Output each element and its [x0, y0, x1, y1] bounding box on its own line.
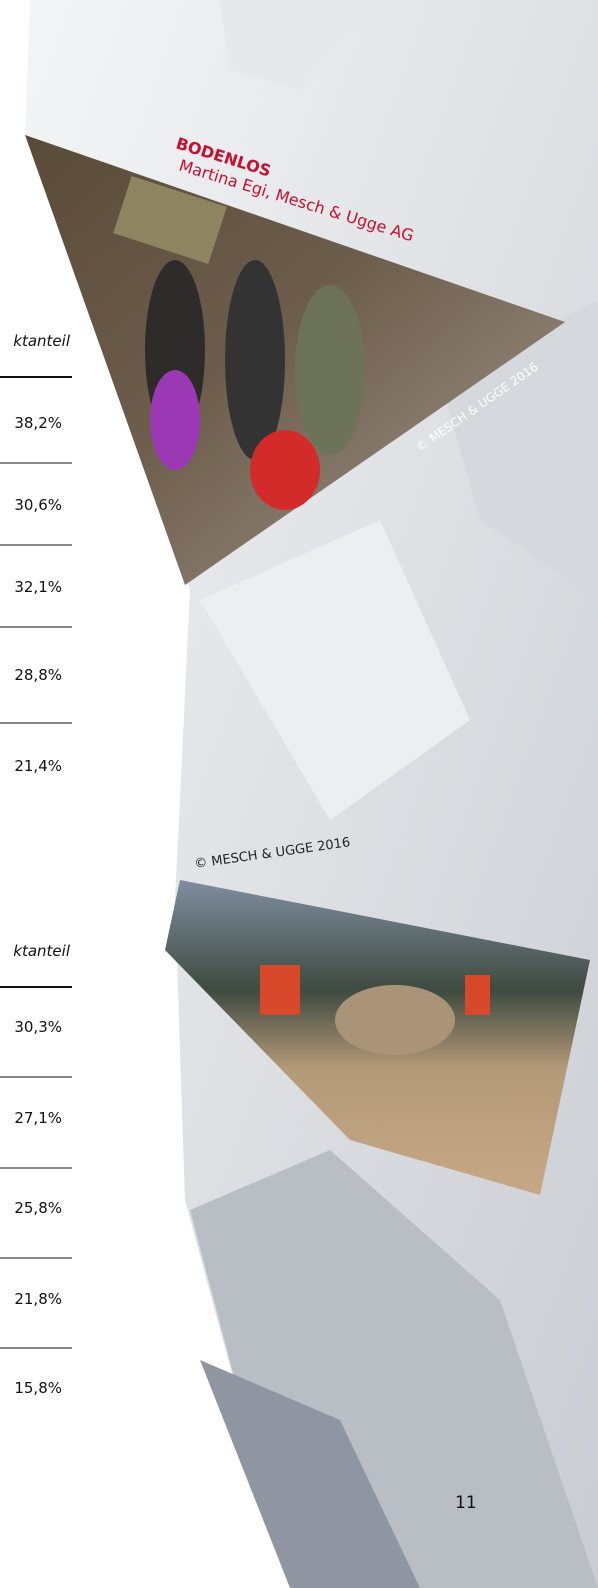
table-cell: 27,1%	[14, 1109, 62, 1127]
table-cell: 21,8%	[14, 1290, 62, 1308]
photo-detail	[335, 985, 455, 1055]
page-number: 11	[455, 1493, 477, 1513]
photo-detail	[250, 430, 320, 510]
page: BODENLOS Martina Egi, Mesch & Ugge AG © …	[0, 0, 598, 1588]
page-art: BODENLOS Martina Egi, Mesch & Ugge AG © …	[0, 0, 598, 1588]
column-header: ktanteil	[13, 332, 71, 350]
table-cell: 30,3%	[14, 1018, 62, 1036]
table-cell: 38,2%	[14, 414, 62, 432]
photo-detail	[150, 370, 200, 470]
tables: ktanteil 38,2% 30,6% 32,1% 28,8% 21,4% ktantei…	[0, 332, 72, 1397]
table-cell: 32,1%	[14, 578, 62, 596]
table-cell: 25,8%	[14, 1199, 62, 1217]
photo-detail	[295, 285, 365, 455]
table-cell: 28,8%	[14, 666, 62, 684]
photo-detail	[465, 975, 490, 1015]
table-cell: 30,6%	[14, 496, 62, 514]
photo-detail	[225, 260, 285, 460]
table-cell: 21,4%	[14, 757, 62, 775]
table-cell: 15,8%	[14, 1379, 62, 1397]
photo-detail	[260, 965, 300, 1015]
column-header: ktanteil	[13, 942, 71, 960]
